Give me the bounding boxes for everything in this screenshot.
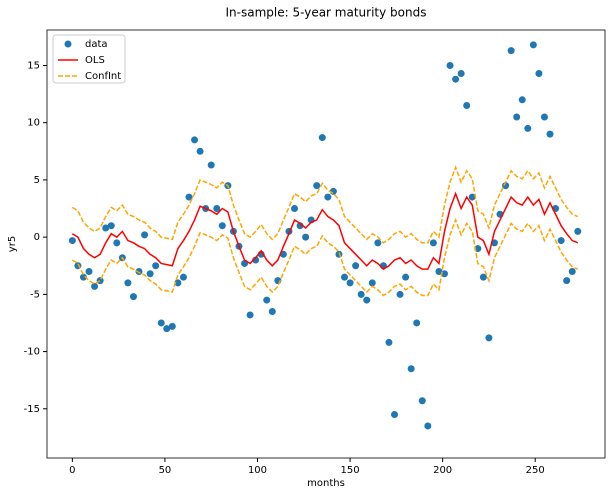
data-point xyxy=(313,182,321,190)
y-tick-label: -5 xyxy=(30,289,40,300)
y-tick-label: -10 xyxy=(24,347,40,358)
legend-label: data xyxy=(85,39,108,50)
data-point xyxy=(246,311,254,319)
x-tick-label: 150 xyxy=(341,465,360,476)
data-point xyxy=(163,325,171,333)
data-point xyxy=(368,279,376,287)
data-point xyxy=(129,293,137,301)
data-point xyxy=(540,113,548,121)
data-point xyxy=(318,134,326,142)
data-point xyxy=(341,273,349,281)
data-point xyxy=(252,256,260,264)
y-tick-label: 5 xyxy=(34,175,40,186)
data-point xyxy=(479,273,487,281)
data-point xyxy=(168,322,176,330)
x-tick-label: 0 xyxy=(69,465,75,476)
data-point xyxy=(191,136,199,144)
x-tick-label: 250 xyxy=(526,465,545,476)
confint-line xyxy=(71,165,579,244)
data-point xyxy=(374,239,382,247)
data-point xyxy=(357,290,365,298)
data-point xyxy=(68,237,76,245)
legend-marker xyxy=(64,40,72,48)
data-point xyxy=(102,224,110,232)
x-tick-label: 100 xyxy=(248,465,267,476)
data-point xyxy=(563,277,571,285)
data-point xyxy=(457,69,465,77)
y-tick-label: -15 xyxy=(24,404,40,415)
data-point xyxy=(91,282,99,290)
data-point xyxy=(79,273,87,281)
y-tick-label: 10 xyxy=(27,118,40,129)
data-point xyxy=(141,231,149,239)
x-tick-label: 200 xyxy=(433,465,452,476)
legend-label: ConfInt xyxy=(85,71,121,82)
plot-frame xyxy=(46,29,606,459)
data-point xyxy=(413,319,421,327)
data-point xyxy=(546,130,554,138)
y-tick-label: 0 xyxy=(34,232,40,243)
legend-label: OLS xyxy=(85,55,105,66)
data-point xyxy=(146,270,154,278)
data-point xyxy=(363,296,371,304)
data-point xyxy=(568,267,576,275)
x-tick-label: 50 xyxy=(159,465,172,476)
data-point xyxy=(485,334,493,342)
data-point xyxy=(502,182,510,190)
data-point xyxy=(85,267,93,275)
data-point xyxy=(96,277,104,285)
data-point xyxy=(385,338,393,346)
data-point xyxy=(185,193,193,201)
data-point xyxy=(535,69,543,77)
data-point xyxy=(407,365,415,373)
y-axis-label: yr5 xyxy=(7,236,18,252)
data-point xyxy=(207,161,215,169)
data-point xyxy=(418,397,426,405)
data-point xyxy=(557,237,565,245)
data-point xyxy=(302,233,310,241)
data-point xyxy=(196,147,204,155)
data-point xyxy=(524,124,532,132)
data-point xyxy=(124,279,132,287)
x-axis-label: months xyxy=(307,478,345,489)
data-point xyxy=(513,113,521,121)
data-point xyxy=(507,47,515,55)
ols-line xyxy=(71,191,579,271)
data-point xyxy=(391,411,399,419)
data-point xyxy=(429,239,437,247)
data-point xyxy=(346,279,354,287)
data-point xyxy=(446,61,454,69)
legend-box xyxy=(52,34,126,84)
confint-line xyxy=(71,217,579,297)
data-point xyxy=(135,267,143,275)
data-point xyxy=(324,193,332,201)
data-point xyxy=(291,205,299,213)
data-point xyxy=(424,422,432,430)
data-point xyxy=(268,308,276,316)
data-point xyxy=(452,75,460,83)
data-point xyxy=(352,262,360,270)
data-point xyxy=(113,239,121,247)
data-point xyxy=(213,205,221,213)
data-point xyxy=(396,290,404,298)
data-point xyxy=(174,279,182,287)
data-point xyxy=(179,273,187,281)
data-point xyxy=(518,96,526,104)
chart-title: In-sample: 5-year maturity bonds xyxy=(226,6,427,20)
data-point xyxy=(107,222,115,230)
data-point xyxy=(157,319,165,327)
data-point xyxy=(435,267,443,275)
data-point xyxy=(468,193,476,201)
data-point xyxy=(529,41,537,49)
y-tick-label: 15 xyxy=(27,60,40,71)
data-point xyxy=(463,102,471,110)
data-point xyxy=(263,296,271,304)
data-point xyxy=(574,227,582,235)
data-point xyxy=(152,262,160,270)
data-point xyxy=(402,273,410,281)
data-point xyxy=(218,222,226,230)
